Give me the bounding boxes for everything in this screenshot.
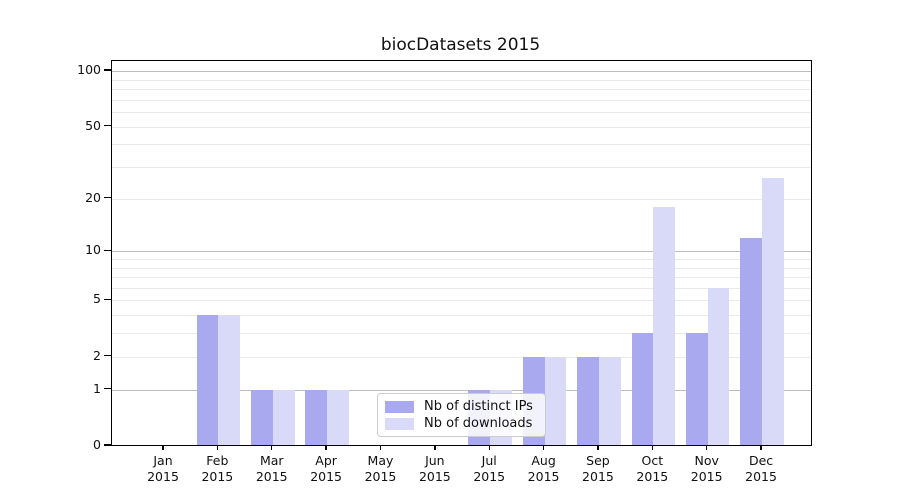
y-axis-tick xyxy=(104,444,111,446)
legend-item-distinct-ips: Nb of distinct IPs xyxy=(385,399,537,414)
y-axis-tick xyxy=(104,298,111,301)
y-axis-tick xyxy=(104,355,111,357)
bar xyxy=(250,389,273,445)
y-axis-tick-label: 0 xyxy=(93,437,101,452)
bar xyxy=(598,356,621,445)
bar xyxy=(544,356,567,445)
legend-swatch-distinct-ips xyxy=(385,400,414,413)
x-axis-tick xyxy=(597,445,599,450)
legend-label-distinct-ips: Nb of distinct IPs xyxy=(424,399,533,414)
legend: Nb of distinct IPs Nb of downloads xyxy=(377,393,546,437)
minor-gridline xyxy=(112,198,811,200)
minor-gridline xyxy=(112,300,811,302)
minor-gridline xyxy=(112,287,811,289)
bar xyxy=(740,237,763,445)
x-axis-tick xyxy=(325,445,327,450)
x-axis-tick-label: Feb 2015 xyxy=(201,452,234,484)
y-axis-tick-label: 50 xyxy=(85,117,101,133)
x-axis-tick-label: Aug 2015 xyxy=(527,452,560,484)
minor-gridline xyxy=(112,99,811,101)
y-axis-tick xyxy=(104,197,111,199)
chart-title: biocDatasets 2015 xyxy=(380,35,541,55)
x-axis-tick-label: Dec 2015 xyxy=(745,452,777,484)
minor-gridline xyxy=(112,267,811,269)
major-gridline xyxy=(112,251,811,253)
bar xyxy=(218,315,241,445)
bar xyxy=(196,315,219,445)
bar xyxy=(577,356,599,445)
x-axis-tick xyxy=(651,445,654,450)
bar xyxy=(707,287,730,445)
minor-gridline xyxy=(112,315,811,317)
x-axis-tick-label: Jun 2015 xyxy=(418,452,451,484)
bar xyxy=(653,206,676,445)
x-axis-tick xyxy=(542,445,545,450)
minor-gridline xyxy=(112,89,811,91)
x-axis-tick xyxy=(706,445,708,450)
bar xyxy=(631,333,654,445)
x-axis-tick-label: Nov 2015 xyxy=(690,452,723,484)
x-axis-tick-label: May 2015 xyxy=(364,452,397,484)
minor-gridline xyxy=(112,144,811,146)
minor-gridline xyxy=(112,277,811,279)
x-axis-tick-label: Oct 2015 xyxy=(636,452,669,484)
y-axis-tick-label: 10 xyxy=(85,242,101,258)
bar xyxy=(305,389,328,445)
legend-label-downloads: Nb of downloads xyxy=(424,416,533,431)
bar xyxy=(272,389,295,445)
minor-gridline xyxy=(112,356,811,358)
x-axis-tick xyxy=(216,445,219,450)
y-axis-tick-label: 1 xyxy=(93,380,101,396)
y-axis-tick xyxy=(104,388,111,390)
y-axis-tick-label: 5 xyxy=(93,291,101,307)
y-axis-tick-label: 100 xyxy=(77,62,101,78)
bar xyxy=(762,178,784,445)
bar xyxy=(685,333,708,445)
x-axis-tick xyxy=(488,445,490,450)
x-axis-tick xyxy=(271,445,273,450)
x-axis-tick xyxy=(162,445,164,450)
x-axis-tick xyxy=(379,445,382,450)
x-axis-tick-label: Jan 2015 xyxy=(147,452,179,484)
minor-gridline xyxy=(112,259,811,260)
y-axis-tick xyxy=(104,249,111,251)
major-gridline xyxy=(112,71,811,73)
x-axis-tick-label: Apr 2015 xyxy=(310,452,343,484)
legend-item-downloads: Nb of downloads xyxy=(385,416,537,431)
major-gridline xyxy=(112,389,811,391)
y-axis-tick-label: 2 xyxy=(93,347,101,363)
legend-swatch-downloads xyxy=(385,417,414,430)
x-axis-tick-label: Mar 2015 xyxy=(255,452,288,484)
minor-gridline xyxy=(112,126,811,128)
minor-gridline xyxy=(112,79,811,81)
bar xyxy=(327,389,349,445)
x-axis-tick-label: Sep 2015 xyxy=(582,452,614,484)
x-axis-tick-label: Jul 2015 xyxy=(473,452,506,484)
y-axis-tick xyxy=(104,69,111,71)
minor-gridline xyxy=(112,333,811,335)
plot-area xyxy=(111,60,812,446)
x-axis-tick xyxy=(434,445,436,450)
minor-gridline xyxy=(112,112,811,114)
y-axis-tick xyxy=(104,124,111,127)
minor-gridline xyxy=(112,167,811,169)
y-axis-tick-label: 20 xyxy=(85,189,101,205)
x-axis-tick xyxy=(760,445,762,450)
